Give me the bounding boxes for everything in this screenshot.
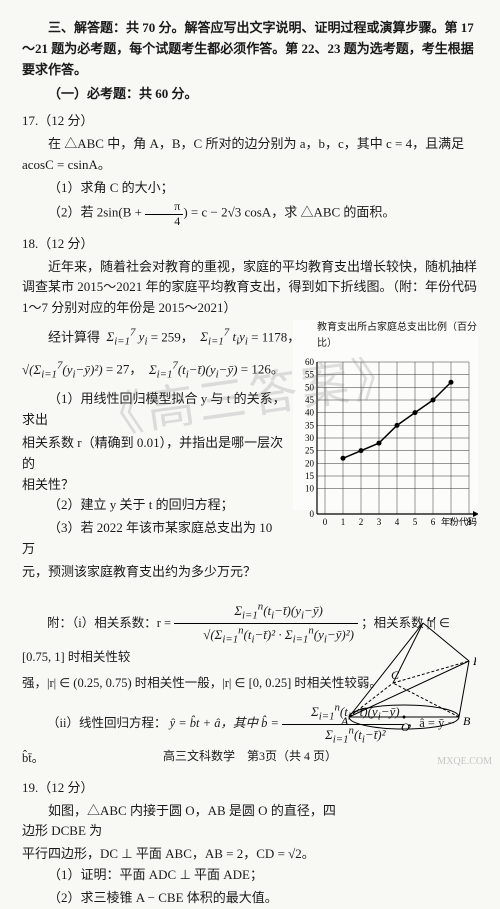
svg-text:A: A [341,714,349,728]
sum1-val: = 259， [151,329,194,344]
svg-text:D: D [426,617,436,624]
svg-text:30: 30 [305,433,315,443]
p17-q2-suffix: ) = c − 2√3 cosA，求 △ABC 的面积。 [183,205,395,220]
sqrt-sum-sq: √(Σi=17(yi−ȳ)²) [22,362,106,377]
sum-yi: Σi=17 yi [103,329,150,344]
line2a-val: = 27， [106,362,143,377]
svg-text:4: 4 [395,517,400,527]
page-footer: 高三文科数学 第3页（共 4 页） [0,747,500,766]
section-header: 三、解答题：共 70 分。解答应写出文字说明、证明过程或演算步骤。第 17～21… [22,18,478,80]
p17-number: 17.（12 分） [22,111,478,132]
geom-svg: A B C D E O [341,617,476,732]
svg-text:0: 0 [310,509,315,519]
svg-text:35: 35 [305,420,315,430]
p17-q1: （1）求角 C 的大小； [22,178,478,199]
svg-text:5: 5 [413,517,418,527]
corr-num: Σi=1n(ti−t̄)(yi−ȳ) [174,601,358,625]
frac-den: 4 [145,215,183,228]
line2b-val: = 126。 [241,362,284,377]
p18-q3b: 元，预测该家庭教育支出约为多少万元？ [22,562,287,583]
attach-ii-label: （ii）线性回归方程： [47,716,166,730]
svg-text:6: 6 [431,517,436,527]
p19-q2: （2）求三棱锥 A − CBE 体积的最大值。 [22,888,342,909]
svg-text:年份代码: 年份代码 [441,516,477,527]
sum-cross: Σi=17(ti−t̄)(yi−ȳ) [146,362,241,377]
p18-q1c: 相关性？ [22,475,287,496]
p19-number: 19.（12 分） [22,778,478,799]
svg-text:50: 50 [305,382,315,392]
svg-text:O: O [401,720,410,732]
p18-q1b: 相关系数 r（精确到 0.01），并指出是哪一层次的 [22,433,287,475]
svg-text:10: 10 [305,484,315,494]
svg-text:25: 25 [305,446,315,456]
svg-text:60: 60 [305,357,315,367]
p18-q3a: （3）若 2022 年该市某家庭总支出为 10 万 [22,518,287,560]
attach-i-label: 附：（i）相关系数：r = [47,616,171,630]
svg-text:20: 20 [305,458,315,468]
p19-l2: 平行四边形，DC ⊥ 平面 ABC，AB = 2，CD = √2。 [22,844,342,865]
svg-text:1: 1 [341,517,346,527]
svg-text:45: 45 [305,395,315,405]
p17-body: 在 △ABC 中，角 A，B，C 所对的边分别为 a，b，c，其中 c = 4，… [22,134,478,176]
svg-text:0: 0 [323,517,328,527]
svg-text:3: 3 [377,517,382,527]
p18-q1a: （1）用线性回归模型拟合 y 与 t 的关系，求出 [22,389,287,431]
svg-text:E: E [472,654,476,668]
calc-label: 经计算得 [48,329,100,344]
p18-number: 18.（12 分） [22,234,478,255]
sum-tiyi: Σi=17 tiyi [197,329,251,344]
p18-q2: （2）建立 y 关于 t 的回归方程； [22,495,287,516]
subsection-header: （一）必考题：共 60 分。 [22,84,478,105]
p19-q1: （1）证明：平面 ADC ⊥ 平面 ADE； [22,865,342,886]
frac-num: π [145,200,183,214]
chart-title: 教育支出所占家庭总支出比例（百分比） [317,320,478,352]
corr-formula: Σi=1n(ti−t̄)(yi−ȳ) √(Σi=1n(ti−t̄)² · Σi=… [174,601,358,648]
chart-svg: 1015202530354045505560012345678年份代码0 [293,354,478,529]
svg-text:B: B [463,714,471,728]
pi-over-4: π4 [145,200,183,227]
svg-text:2: 2 [359,517,364,527]
reg-eq: ŷ = b̂t + â，其中 b̂ = [170,716,279,730]
geometry-figure: A B C D E O [341,617,476,732]
p17-q2: （2）若 2sin(B + π4) = c − 2√3 cosA，求 △ABC … [22,200,478,227]
p17-q2-prefix: （2）若 2sin(B + [48,205,145,220]
line-chart: 教育支出所占家庭总支出比例（百分比） 10 15 20 25 30 35 40 45 50 55 6… [293,320,478,510]
p19-l1: 如图，△ABC 内接于圆 O，AB 是圆 O 的直径，四边形 DCBE 为 [22,801,342,843]
corr-den: √(Σi=1n(ti−t̄)² · Σi=1n(yi−ȳ)²) [174,624,358,647]
p18-intro: 近年来，随着社会对教育的重视，家庭的平均教育支出增长较快，随机抽样调查某市 20… [22,257,478,319]
svg-text:40: 40 [305,408,315,418]
svg-text:C: C [391,668,400,682]
svg-text:15: 15 [305,471,315,481]
svg-text:55: 55 [305,370,315,380]
